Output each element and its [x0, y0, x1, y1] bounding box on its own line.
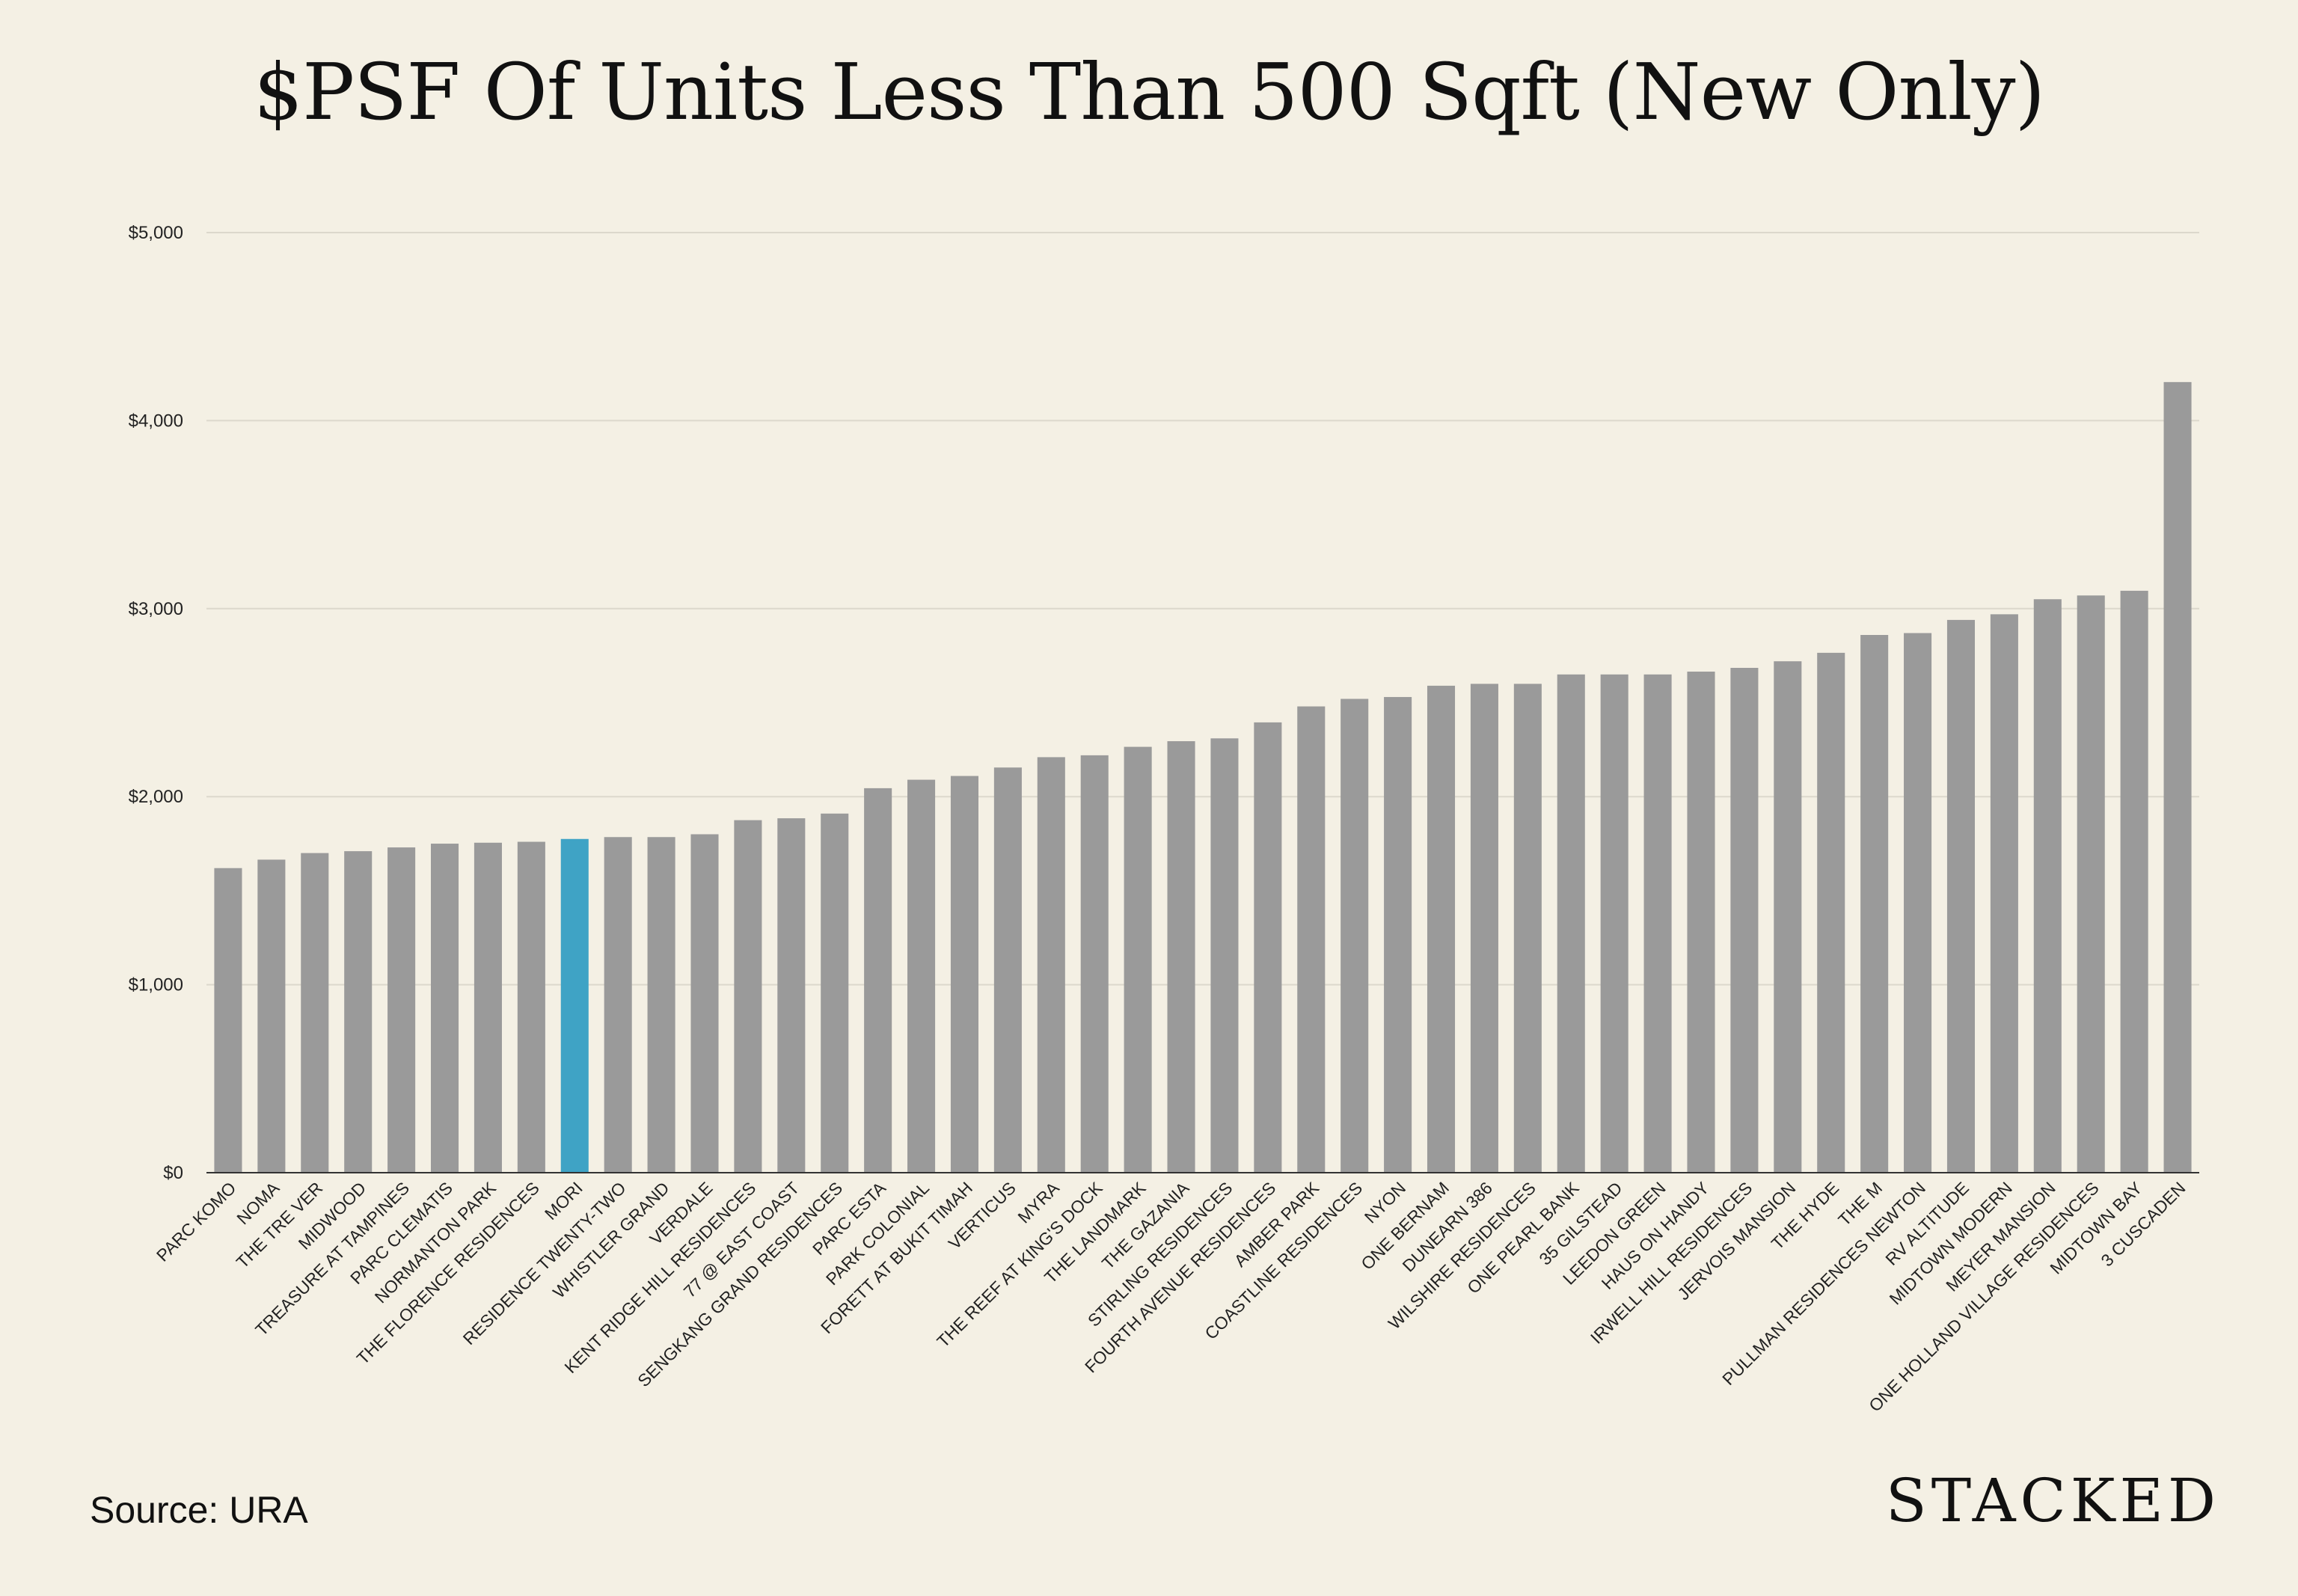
- bar: [821, 813, 849, 1173]
- bar: [1904, 633, 1932, 1173]
- bar: [734, 820, 762, 1173]
- bar: [474, 842, 502, 1173]
- bar: [1427, 685, 1456, 1173]
- bars: [214, 381, 2192, 1173]
- bar: [2077, 595, 2105, 1173]
- bar: [993, 767, 1022, 1173]
- bar: [1384, 696, 1412, 1173]
- bar: [690, 834, 719, 1173]
- bar: [777, 818, 806, 1173]
- bar: [1254, 722, 1282, 1173]
- bar: [864, 788, 892, 1173]
- bar: [1643, 674, 1672, 1173]
- bar: [560, 838, 589, 1173]
- bar: [2033, 599, 2062, 1173]
- y-tick-label: $5,000: [129, 223, 183, 243]
- y-tick-label: $0: [163, 1163, 183, 1183]
- bar: [1340, 699, 1369, 1173]
- bar: [950, 776, 979, 1173]
- bar: [1860, 634, 1889, 1173]
- bar: [387, 847, 416, 1173]
- x-tick-label: PARC KOMO: [153, 1178, 240, 1265]
- bar: [1210, 738, 1239, 1173]
- bar: [1730, 667, 1759, 1173]
- bar: [2163, 381, 2192, 1173]
- bar: [1037, 757, 1065, 1173]
- y-tick-label: $4,000: [129, 411, 183, 431]
- bar: [1470, 684, 1498, 1173]
- bar: [1687, 672, 1715, 1173]
- bar: [1557, 674, 1585, 1173]
- bar: [1774, 661, 1802, 1173]
- grid-lines: [206, 232, 2199, 986]
- y-tick-label: $3,000: [129, 599, 183, 619]
- bar: [1817, 652, 1845, 1173]
- bar: [1600, 674, 1628, 1173]
- bar: [2120, 590, 2148, 1173]
- bar: [517, 841, 545, 1173]
- bar: [430, 844, 459, 1173]
- brand-logo: STACKED: [1885, 1466, 2220, 1535]
- bar: [1990, 614, 2018, 1173]
- y-axis-ticks: $0 $1,000 $2,000 $3,000 $4,000 $5,000: [129, 223, 183, 1183]
- y-tick-label: $2,000: [129, 787, 183, 807]
- bar: [1297, 706, 1326, 1173]
- source-note: Source: URA: [90, 1489, 308, 1531]
- bar: [1513, 684, 1542, 1173]
- bar: [344, 851, 373, 1173]
- bar: [1124, 746, 1152, 1173]
- chart-title: $PSF Of Units Less Than 500 Sqft (New On…: [253, 46, 2045, 138]
- bar: [1080, 755, 1109, 1173]
- bar: [907, 779, 936, 1173]
- bar: [604, 837, 632, 1173]
- bar: [257, 859, 286, 1173]
- y-tick-label: $1,000: [129, 975, 183, 995]
- bar: [301, 853, 329, 1173]
- bar: [647, 837, 675, 1173]
- bar: [1946, 619, 1976, 1173]
- bar: [214, 868, 242, 1173]
- bar: [1167, 741, 1195, 1173]
